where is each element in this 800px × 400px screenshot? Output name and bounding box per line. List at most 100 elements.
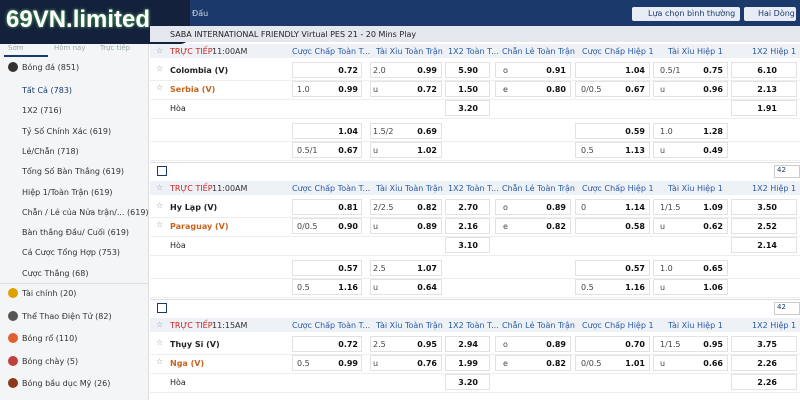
odds-value[interactable]: 1.01 xyxy=(625,359,645,368)
odds-box[interactable] xyxy=(575,123,650,139)
sidebar-item[interactable]: Chẵn / Lẻ của Nửa trận/... (619) xyxy=(22,208,149,217)
odds-value[interactable]: 1.16 xyxy=(625,283,645,292)
odds-value[interactable]: 0.67 xyxy=(338,146,358,155)
odds-value[interactable]: 0.75 xyxy=(703,66,723,75)
sidebar-item[interactable]: Tất Cả (783) xyxy=(22,86,72,95)
odds-value[interactable]: 0.72 xyxy=(338,66,358,75)
odds-value[interactable]: 0.64 xyxy=(417,283,437,292)
odds-value[interactable]: 2.16 xyxy=(458,222,478,231)
odds-box[interactable] xyxy=(653,355,728,371)
odds-box[interactable] xyxy=(575,279,650,295)
odds-box[interactable] xyxy=(370,279,442,295)
odds-box[interactable] xyxy=(370,81,442,97)
odds-value[interactable]: 0.89 xyxy=(417,222,437,231)
odds-box[interactable] xyxy=(495,199,571,215)
odds-box[interactable] xyxy=(495,355,571,371)
sidebar-item[interactable]: 1X2 (716) xyxy=(22,106,62,115)
sidebar-item[interactable]: Cược Thắng (68) xyxy=(22,269,88,278)
odds-box[interactable] xyxy=(445,355,490,371)
odds-box[interactable] xyxy=(731,62,797,78)
odds-box[interactable] xyxy=(495,81,571,97)
odds-value[interactable]: 0.99 xyxy=(338,359,358,368)
odds-value[interactable]: 0.91 xyxy=(546,66,566,75)
odds-box[interactable] xyxy=(292,199,362,215)
odds-box[interactable] xyxy=(370,218,442,234)
page-size[interactable]: 42 xyxy=(774,302,800,315)
odds-box[interactable] xyxy=(731,336,797,352)
odds-box[interactable] xyxy=(445,237,490,253)
odds-box[interactable] xyxy=(445,62,490,78)
sidebar-item[interactable]: Hiệp 1/Toàn Trận (619) xyxy=(22,188,113,197)
odds-box[interactable] xyxy=(292,123,362,139)
odds-box[interactable] xyxy=(653,279,728,295)
odds-box[interactable] xyxy=(575,81,650,97)
odds-value[interactable]: 3.75 xyxy=(757,340,777,349)
odds-box[interactable] xyxy=(292,218,362,234)
odds-value[interactable]: 0.66 xyxy=(703,359,723,368)
sidebar-tab[interactable]: Sớm xyxy=(8,44,24,52)
odds-value[interactable]: 0.81 xyxy=(338,203,358,212)
odds-box[interactable] xyxy=(292,142,362,158)
odds-box[interactable] xyxy=(653,81,728,97)
odds-value[interactable]: 2.94 xyxy=(458,340,478,349)
odds-box[interactable] xyxy=(445,81,490,97)
odds-box[interactable] xyxy=(370,355,442,371)
odds-value[interactable]: 2.14 xyxy=(757,241,777,250)
odds-box[interactable] xyxy=(575,218,650,234)
odds-value[interactable]: 1.09 xyxy=(703,203,723,212)
odds-box[interactable] xyxy=(292,279,362,295)
odds-value[interactable]: 0.57 xyxy=(338,264,358,273)
odds-value[interactable]: 1.28 xyxy=(703,127,723,136)
odds-value[interactable]: 0.99 xyxy=(417,66,437,75)
odds-value[interactable]: 0.80 xyxy=(546,85,566,94)
odds-box[interactable] xyxy=(495,218,571,234)
odds-box[interactable] xyxy=(495,62,571,78)
odds-value[interactable]: 0.59 xyxy=(625,127,645,136)
odds-box[interactable] xyxy=(575,142,650,158)
odds-value[interactable]: 2.52 xyxy=(757,222,777,231)
odds-box[interactable] xyxy=(292,62,362,78)
odds-value[interactable]: 0.95 xyxy=(417,340,437,349)
odds-value[interactable]: 0.70 xyxy=(625,340,645,349)
odds-value[interactable]: 0.72 xyxy=(417,85,437,94)
odds-value[interactable]: 0.95 xyxy=(703,340,723,349)
odds-value[interactable]: 3.50 xyxy=(757,203,777,212)
sidebar-item[interactable]: Lẻ/Chẵn (718) xyxy=(22,147,79,156)
odds-box[interactable] xyxy=(495,336,571,352)
lines-select[interactable]: Hai Dòng xyxy=(744,7,796,21)
odds-value[interactable]: 0.82 xyxy=(417,203,437,212)
odds-box[interactable] xyxy=(653,142,728,158)
sidebar-item[interactable]: Bóng đá (851) xyxy=(22,63,79,72)
odds-value[interactable]: 1.06 xyxy=(703,283,723,292)
odds-value[interactable]: 5.90 xyxy=(458,66,478,75)
odds-box[interactable] xyxy=(731,218,797,234)
odds-value[interactable]: 2.70 xyxy=(458,203,478,212)
sidebar-item[interactable]: Bóng chày (5) xyxy=(22,357,78,366)
odds-value[interactable]: 0.76 xyxy=(417,359,437,368)
sidebar-item[interactable]: Bàn thắng Đầu/ Cuối (619) xyxy=(22,228,129,237)
odds-box[interactable] xyxy=(370,336,442,352)
odds-box[interactable] xyxy=(731,100,797,116)
odds-value[interactable]: 2.26 xyxy=(757,359,777,368)
odds-box[interactable] xyxy=(370,123,442,139)
odds-box[interactable] xyxy=(575,336,650,352)
odds-value[interactable]: 0.82 xyxy=(546,359,566,368)
odds-value[interactable]: 2.13 xyxy=(757,85,777,94)
odds-box[interactable] xyxy=(731,237,797,253)
odds-box[interactable] xyxy=(575,355,650,371)
odds-box[interactable] xyxy=(370,142,442,158)
odds-value[interactable]: 0.89 xyxy=(546,340,566,349)
odds-box[interactable] xyxy=(653,218,728,234)
odds-value[interactable]: 0.72 xyxy=(338,340,358,349)
odds-value[interactable]: 0.89 xyxy=(546,203,566,212)
odds-value[interactable]: 1.16 xyxy=(338,283,358,292)
odds-value[interactable]: 0.67 xyxy=(625,85,645,94)
odds-value[interactable]: 1.04 xyxy=(625,66,645,75)
breadcrumb[interactable]: Đấu xyxy=(192,9,209,18)
odds-value[interactable]: 0.65 xyxy=(703,264,723,273)
odds-value[interactable]: 0.99 xyxy=(338,85,358,94)
odds-value[interactable]: 0.82 xyxy=(546,222,566,231)
odds-box[interactable] xyxy=(370,62,442,78)
odds-box[interactable] xyxy=(653,62,728,78)
odds-box[interactable] xyxy=(731,374,797,390)
